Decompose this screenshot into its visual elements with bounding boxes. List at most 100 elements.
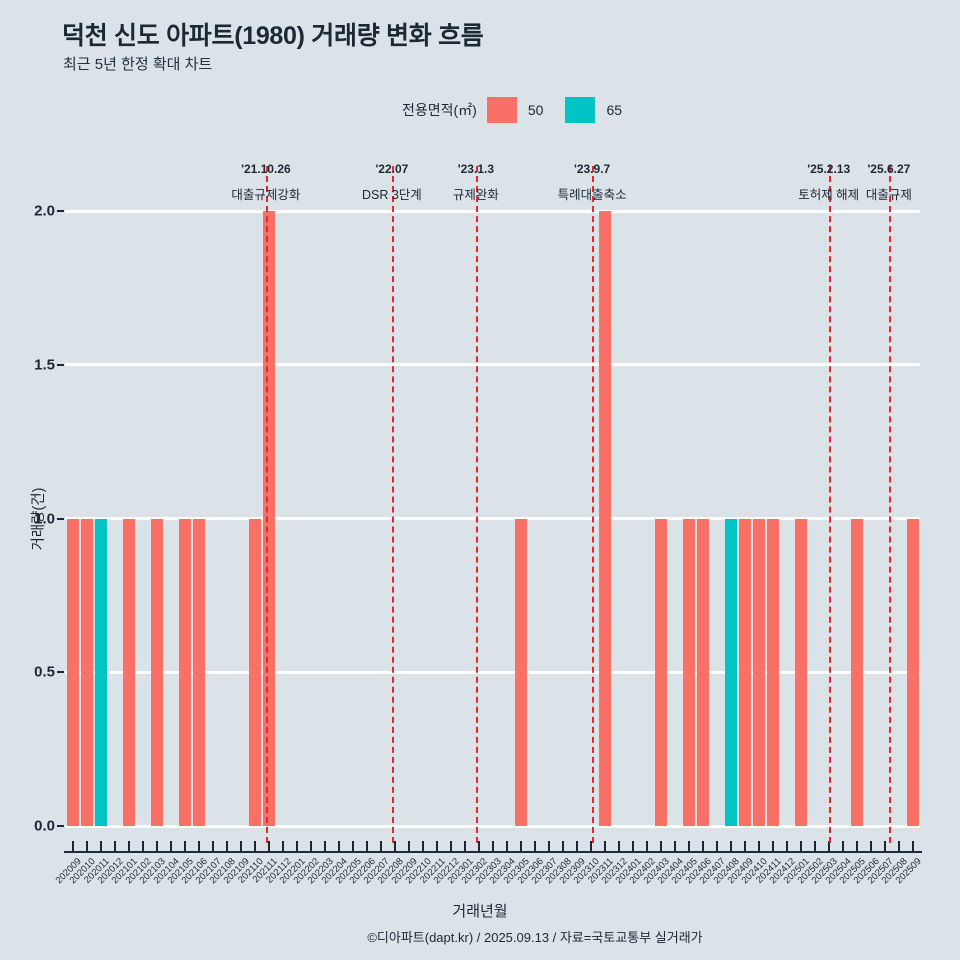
x-tick-mark (827, 841, 830, 851)
x-tick-mark (883, 841, 886, 851)
x-tick-mark (477, 841, 480, 851)
x-tick-mark (869, 841, 872, 851)
x-tick-mark (715, 841, 718, 851)
event-line (592, 166, 595, 843)
bar[interactable] (514, 518, 527, 826)
bar[interactable] (178, 518, 191, 826)
x-tick-mark (617, 841, 620, 851)
x-tick-mark (701, 841, 704, 851)
gridline (65, 670, 920, 674)
x-tick-mark (113, 841, 116, 851)
event-line (265, 166, 268, 843)
legend-label-50: 50 (527, 102, 544, 118)
y-tick-label: 0.0 (34, 817, 55, 835)
event-text-label: 대출규제 (865, 188, 912, 202)
bar[interactable] (906, 518, 919, 826)
x-tick-mark (491, 841, 494, 851)
bar[interactable] (766, 518, 779, 826)
chart-footer: ©디아파트(dapt.kr) / 2025.09.13 / 자료=국토교통부 실… (367, 930, 703, 945)
y-tick-label: 0.5 (34, 663, 55, 681)
plot-area (65, 209, 920, 828)
bar[interactable] (80, 518, 93, 826)
x-tick-mark (757, 841, 760, 851)
chart-legend: 전용면적(㎡) 50 65 (402, 96, 644, 124)
y-tick-label: 1.0 (34, 510, 55, 527)
bar[interactable] (94, 518, 107, 826)
x-tick-mark (561, 841, 564, 851)
x-tick-mark (183, 841, 186, 851)
bar[interactable] (122, 518, 135, 826)
legend-title: 전용면적(㎡) (402, 102, 477, 118)
event-date-label: '23.1.3 (457, 162, 494, 176)
y-tick-mark (57, 363, 64, 366)
x-tick-mark (85, 841, 88, 851)
bar[interactable] (192, 518, 205, 826)
y-tick-label: 1.5 (34, 356, 55, 374)
x-tick-mark (575, 841, 578, 851)
x-tick-mark (645, 841, 648, 851)
x-tick-mark (449, 841, 452, 851)
x-tick-mark (127, 841, 130, 851)
legend-label-65: 65 (606, 102, 623, 118)
x-tick-mark (197, 841, 200, 851)
x-tick-mark (519, 841, 522, 851)
y-tick-mark (57, 517, 64, 520)
event-text-label: 대출규제강화 (231, 188, 301, 202)
legend-swatch-65 (565, 97, 596, 123)
x-tick-mark (141, 841, 144, 851)
event-date-label: '25.6.27 (867, 162, 911, 176)
x-tick-mark (407, 841, 410, 851)
x-tick-mark (323, 841, 326, 851)
bar[interactable] (850, 518, 863, 826)
bar[interactable] (724, 518, 737, 826)
x-axis-title: 거래년월 (452, 903, 508, 920)
x-tick-mark (785, 841, 788, 851)
x-tick-mark (211, 841, 214, 851)
x-tick-mark (379, 841, 382, 851)
x-tick-mark (295, 841, 298, 851)
y-tick-label: 2.0 (34, 202, 55, 220)
x-tick-mark (309, 841, 312, 851)
x-tick-mark (281, 841, 284, 851)
event-text-label: 규제완화 (452, 188, 499, 202)
x-axis-line (64, 851, 922, 853)
y-tick-mark (57, 210, 64, 212)
x-tick-mark (155, 841, 158, 851)
x-tick-mark (799, 841, 802, 851)
gridline (65, 517, 920, 520)
bar[interactable] (794, 518, 807, 826)
x-tick-mark (169, 841, 172, 851)
x-tick-mark (911, 841, 914, 851)
bar[interactable] (598, 211, 611, 826)
bar[interactable] (248, 518, 261, 826)
x-tick-mark (71, 841, 74, 851)
bar[interactable] (150, 518, 163, 826)
x-tick-mark (673, 841, 676, 851)
gridline (65, 209, 920, 213)
x-tick-mark (897, 841, 900, 851)
bar[interactable] (262, 211, 275, 826)
x-tick-mark (253, 841, 256, 851)
bar[interactable] (696, 518, 709, 826)
y-tick-mark (57, 671, 64, 674)
event-date-label: '22.07 (375, 162, 409, 176)
x-tick-mark (463, 841, 466, 851)
event-text-label: 토허제 해제 (798, 188, 860, 202)
event-line (475, 166, 478, 843)
bar[interactable] (654, 518, 667, 826)
bar[interactable] (738, 518, 751, 826)
bar[interactable] (66, 518, 79, 826)
event-date-label: '25.2.13 (807, 162, 851, 176)
x-tick-mark (841, 841, 844, 851)
event-text-label: 특례대출축소 (557, 188, 627, 202)
x-tick-mark (729, 841, 732, 851)
x-tick-mark (351, 841, 354, 851)
event-date-label: '21.10.26 (241, 162, 291, 176)
bar[interactable] (682, 518, 695, 826)
bar[interactable] (752, 518, 765, 826)
event-date-label: '23.9.7 (573, 162, 611, 176)
x-tick-mark (99, 841, 102, 851)
legend-swatch-50 (486, 97, 517, 123)
y-tick-mark (57, 825, 64, 827)
